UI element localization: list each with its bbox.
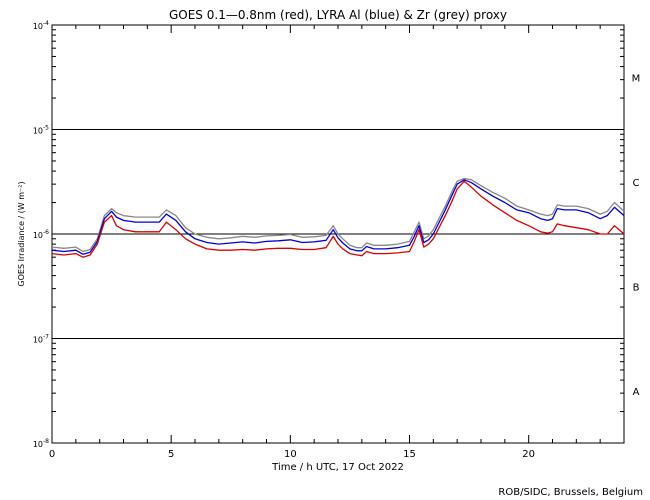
y-axis-label: GOES Irradiance / (W m⁻²) bbox=[17, 181, 26, 286]
x-tick-label: 10 bbox=[284, 449, 297, 460]
x-axis: 0 5 10 15 20 bbox=[49, 25, 625, 460]
flare-class-label: C bbox=[633, 178, 640, 189]
y-tick-label: 10-4 bbox=[33, 20, 49, 31]
y-tick-label: 10-7 bbox=[33, 334, 49, 345]
flare-class-label: A bbox=[633, 387, 640, 398]
series-line bbox=[51, 179, 625, 255]
y-tick-label: 10-8 bbox=[33, 438, 49, 449]
x-tick-label: 20 bbox=[522, 449, 535, 460]
flare-class-label: B bbox=[633, 282, 640, 293]
footer-credit: ROB/SIDC, Brussels, Belgium bbox=[498, 487, 643, 498]
series-line bbox=[51, 180, 625, 258]
y-tick-label: 10-5 bbox=[33, 125, 49, 136]
y-tick-label: 10-6 bbox=[33, 229, 49, 240]
flare-class-label: M bbox=[632, 73, 641, 84]
series-line bbox=[51, 177, 625, 253]
y-axis: 10-8 10-7 10-6 10-5 10-4 bbox=[33, 20, 624, 449]
x-tick-label: 5 bbox=[168, 449, 174, 460]
x-tick-label: 15 bbox=[403, 449, 416, 460]
series-layer bbox=[51, 177, 625, 258]
chart-title: GOES 0.1—0.8nm (red), LYRA Al (blue) & Z… bbox=[169, 8, 507, 22]
flare-class-labels: A B C M bbox=[632, 73, 641, 398]
x-tick-label: 0 bbox=[49, 449, 55, 460]
x-axis-label: Time / h UTC, 17 Oct 2022 bbox=[271, 462, 404, 473]
